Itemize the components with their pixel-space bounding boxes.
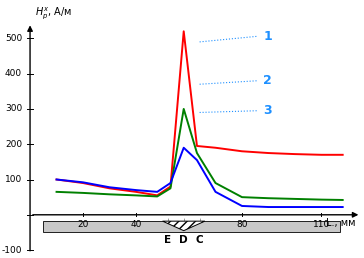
Text: 20: 20 xyxy=(77,220,89,229)
Text: 100: 100 xyxy=(5,175,22,184)
Text: 40: 40 xyxy=(130,220,142,229)
Text: 110: 110 xyxy=(313,220,330,229)
Text: D: D xyxy=(179,235,188,245)
Text: 80: 80 xyxy=(236,220,248,229)
Text: 300: 300 xyxy=(5,104,22,114)
Text: 1: 1 xyxy=(263,30,272,43)
Text: $H_p^x$, А/м: $H_p^x$, А/м xyxy=(35,5,72,21)
Text: C: C xyxy=(196,235,203,245)
Text: -100: -100 xyxy=(1,246,22,255)
Text: L., мм: L., мм xyxy=(327,217,356,228)
Text: E: E xyxy=(164,235,171,245)
Polygon shape xyxy=(162,221,205,231)
Text: 3: 3 xyxy=(263,104,272,117)
Text: 400: 400 xyxy=(5,69,22,78)
Bar xyxy=(43,221,340,232)
Text: 2: 2 xyxy=(263,74,272,87)
Text: 200: 200 xyxy=(5,140,22,149)
Text: 500: 500 xyxy=(5,34,22,43)
